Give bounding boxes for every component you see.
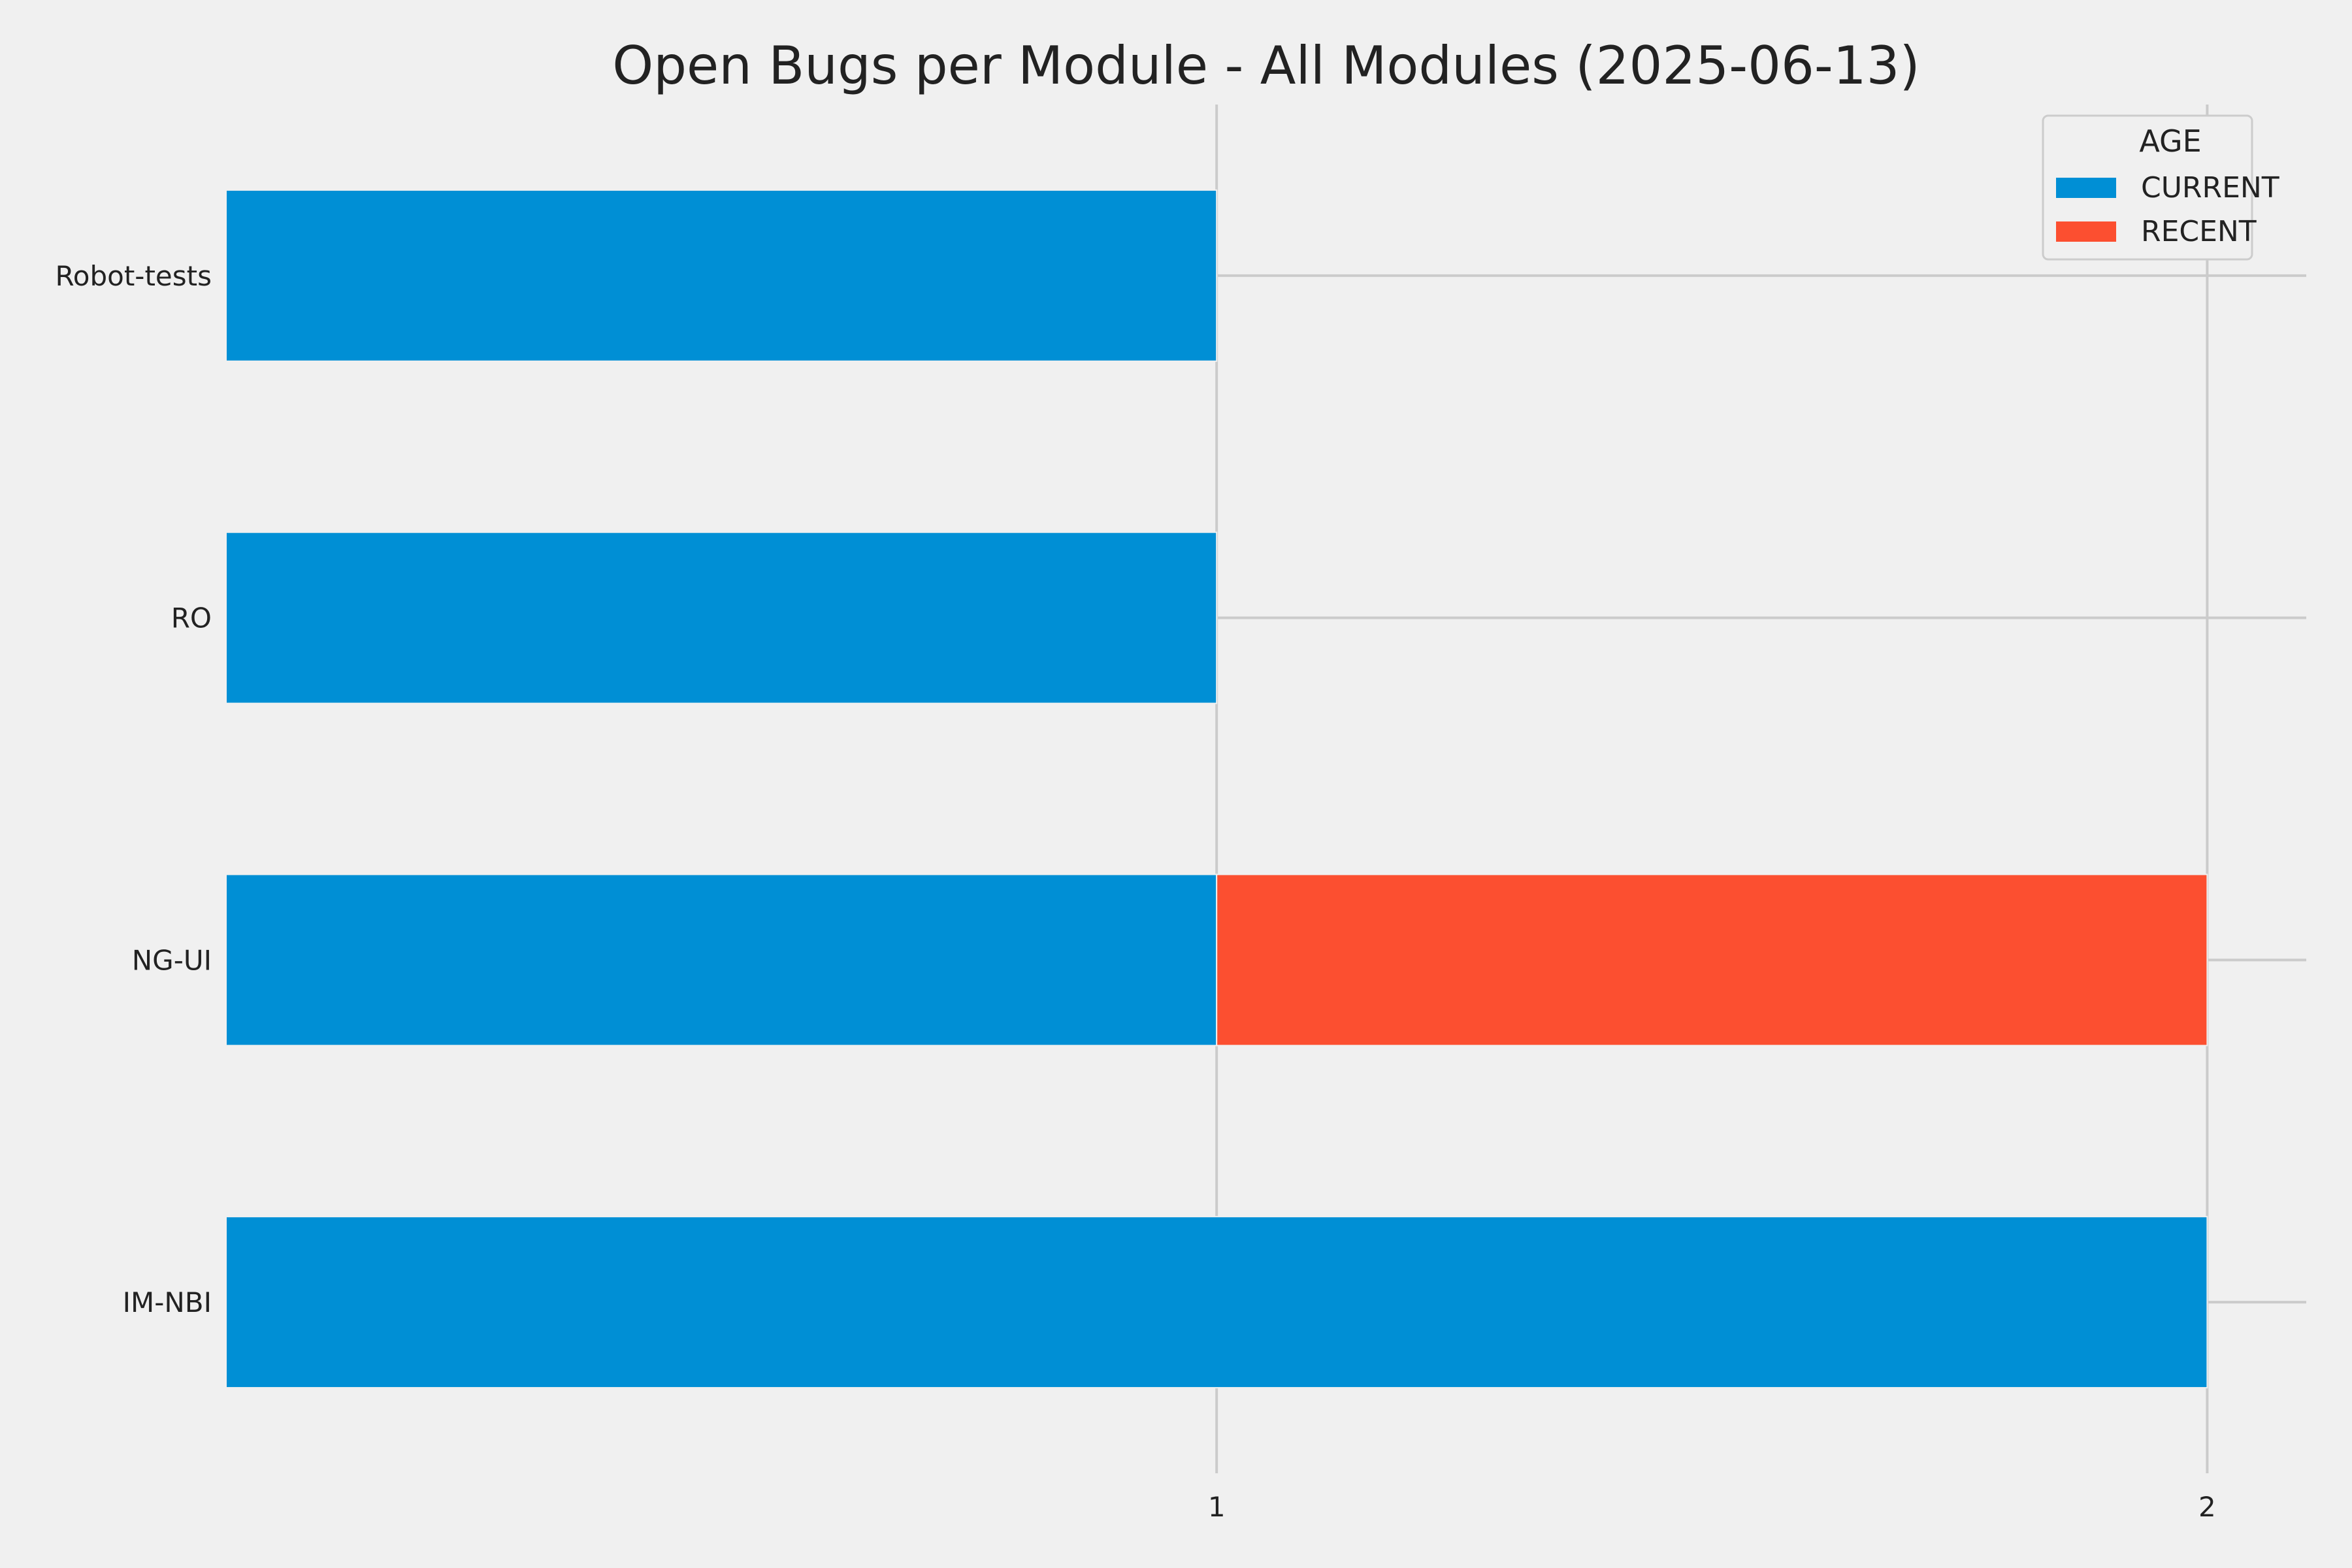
legend-swatch-recent <box>2056 221 2116 242</box>
y-tick-label: NG-UI <box>132 944 212 976</box>
legend-label-current: CURRENT <box>2141 171 2279 204</box>
bar-ng-ui-current <box>225 874 1218 1047</box>
chart-title: Open Bugs per Module - All Modules (2025… <box>612 35 1919 96</box>
bars <box>225 189 2208 1389</box>
y-tick-labels: IM-NBI NG-UI RO Robot-tests <box>55 260 212 1318</box>
bar-robot-tests-current <box>225 189 1218 362</box>
legend-swatch-current <box>2056 178 2116 198</box>
legend-title: AGE <box>2139 123 2201 159</box>
bar-im-nbi-current <box>225 1216 2208 1389</box>
bar-ng-ui-recent <box>1216 874 2208 1047</box>
legend: AGE CURRENT RECENT <box>2042 114 2279 261</box>
y-tick-label: Robot-tests <box>55 260 212 292</box>
legend-label-recent: RECENT <box>2141 215 2257 248</box>
y-tick-label: IM-NBI <box>123 1286 212 1318</box>
y-tick-label: RO <box>171 602 212 634</box>
x-tick-label: 2 <box>2198 1491 2216 1523</box>
bar-ro-current <box>225 531 1218 704</box>
x-tick-label: 1 <box>1208 1491 1226 1523</box>
